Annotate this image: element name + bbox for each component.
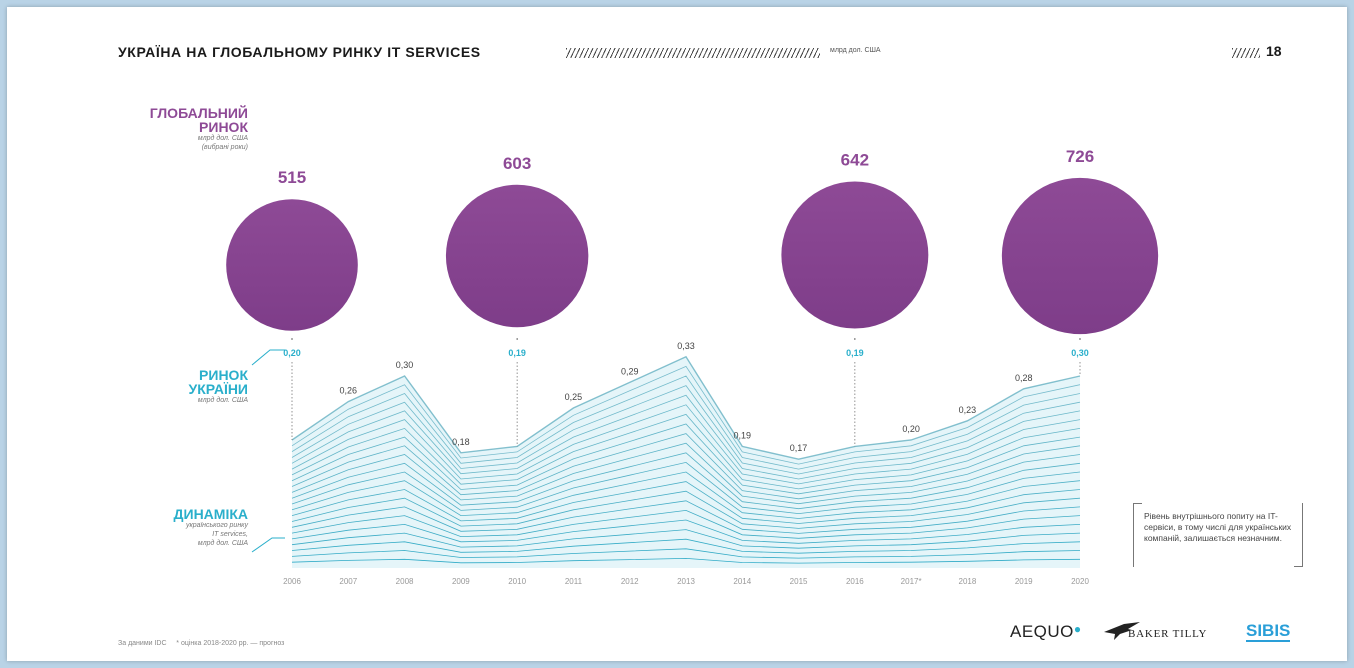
dynamics-sub-line1: українського ринку (185, 522, 248, 529)
footer-source: За даними IDC * оцінка 2018-2020 рр. — п… (118, 640, 284, 647)
area-stripe-line (291, 355, 1081, 460)
area-value-label: 0,26 (340, 386, 358, 396)
area-value-label: 0,25 (565, 392, 583, 402)
dynamics-leader-line (251, 537, 285, 553)
dynamics-sub-line2: IT services, (212, 531, 248, 538)
title-hatch-decoration (566, 48, 820, 58)
x-tick-label: 2018 (959, 577, 977, 586)
dynamics-sub-line3: млрд дол. США (197, 540, 248, 547)
area-value-label: 0,19 (734, 430, 752, 440)
area-value-label: 0,20 (902, 424, 920, 434)
x-tick-label: 2009 (452, 577, 470, 586)
global-market-title-line1: ГЛОБАЛЬНИЙ (149, 105, 248, 121)
footer-source-text: За даними IDC (118, 640, 167, 647)
global-market-bubble (1001, 177, 1159, 335)
area-value-label: 0,18 (452, 437, 470, 447)
page-number-hatch-decoration (1232, 48, 1260, 58)
global-market-label: ГЛОБАЛЬНИЙ РИНОК млрд дол. США (вибрані … (100, 106, 248, 152)
x-tick-label: 2011 (565, 577, 583, 586)
x-tick-label: 2015 (790, 577, 808, 586)
global-market-unit: млрд дол. США (197, 135, 248, 142)
sibis-logo: SIBIS (1246, 621, 1291, 642)
x-tick-label: 2019 (1015, 577, 1033, 586)
area-stripe-line (291, 385, 1081, 475)
area-stripe-line (291, 557, 1081, 564)
area-stripe-line (291, 365, 1081, 465)
area-stripe-line (291, 538, 1081, 554)
ukraine-market-value-label: 0,19 (508, 348, 526, 358)
header-unit: млрд дол. США (830, 47, 881, 54)
area-stripe-line (291, 423, 1081, 495)
note-box: Рівень внутрішнього попиту на IT-сервіси… (1133, 503, 1303, 567)
global-market-value-label: 515 (278, 168, 306, 187)
global-market-value-label: 642 (841, 151, 869, 170)
ukraine-market-value-label: 0,19 (846, 348, 864, 358)
area-stripe-line (291, 375, 1081, 470)
area-stripe-line (291, 490, 1081, 529)
area-stripe-line (291, 433, 1081, 500)
area-stripe-line (291, 548, 1081, 559)
area-stripe-line (291, 481, 1081, 524)
area-stripe-line (291, 461, 1081, 515)
aequo-logo: AEQUO● (1010, 622, 1082, 641)
x-tick-label: 2013 (677, 577, 695, 586)
ukraine-market-title-line2: УКРАЇНИ (188, 381, 248, 397)
dynamics-label: ДИНАМІКА українського ринку IT services,… (100, 507, 248, 548)
global-market-value-label: 603 (503, 154, 531, 173)
global-market-bubble (226, 199, 358, 331)
area-value-label: 0,29 (621, 366, 639, 376)
footer-footnote: * оцінка 2018-2020 рр. — прогноз (176, 640, 285, 647)
area-stripe-line (291, 404, 1081, 485)
ukraine-market-title-line1: РИНОК (199, 367, 248, 383)
global-market-note: (вибрані роки) (201, 144, 248, 151)
x-tick-label: 2016 (846, 577, 864, 586)
x-tick-label: 2020 (1071, 577, 1089, 586)
area-stripe-line (291, 529, 1081, 549)
ukraine-market-value-label: 0,20 (283, 348, 301, 358)
dynamics-title: ДИНАМІКА (173, 506, 248, 522)
area-stripe-line (291, 500, 1081, 534)
area-value-label: 0,23 (959, 405, 977, 415)
area-stripe-line (291, 471, 1081, 519)
ukraine-leader-line (251, 349, 285, 366)
note-text: Рівень внутрішнього попиту на IT-сервіси… (1144, 511, 1292, 543)
area-stripe-line (291, 394, 1081, 480)
ukraine-market-value-label: 0,30 (1071, 348, 1089, 358)
logos: AEQUO● BAKER TILLY SIBIS (1010, 620, 1310, 644)
area-stripe-line (291, 509, 1081, 539)
x-tick-label: 2006 (283, 577, 301, 586)
x-tick-label: 2010 (508, 577, 526, 586)
x-tick-label: 2014 (733, 577, 751, 586)
global-market-bubble (445, 184, 589, 328)
area-value-label: 0,17 (790, 443, 808, 453)
ukraine-market-label: РИНОК УКРАЇНИ млрд дол. США (100, 368, 248, 405)
area-value-label: 0,30 (396, 360, 414, 370)
page-title: УКРАЇНА НА ГЛОБАЛЬНОМУ РИНКУ IT SERVICES (118, 44, 481, 60)
baker-tilly-logo: BAKER TILLY (1128, 628, 1208, 640)
global-market-value-label: 726 (1066, 147, 1094, 166)
area-stripe-line (291, 442, 1081, 505)
area-stripe-line (291, 452, 1081, 510)
area-value-label: 0,28 (1015, 373, 1033, 383)
x-tick-label: 2008 (396, 577, 414, 586)
page-number: 18 (1266, 43, 1282, 59)
x-tick-label: 2007 (339, 577, 357, 586)
area-stripe-line (291, 519, 1081, 544)
slide (7, 7, 1347, 661)
area-fill (292, 356, 1080, 568)
area-stripe-line (291, 413, 1081, 490)
global-market-bubble (781, 181, 929, 329)
aequo-logo-text: AEQUO (1010, 622, 1074, 641)
baker-tilly-bird-icon (1104, 622, 1140, 640)
ukraine-market-unit: млрд дол. США (197, 397, 248, 404)
x-tick-label: 2012 (621, 577, 639, 586)
global-market-title-line2: РИНОК (199, 119, 248, 135)
area-value-label: 0,33 (677, 341, 695, 351)
x-tick-label: 2017* (901, 577, 922, 586)
